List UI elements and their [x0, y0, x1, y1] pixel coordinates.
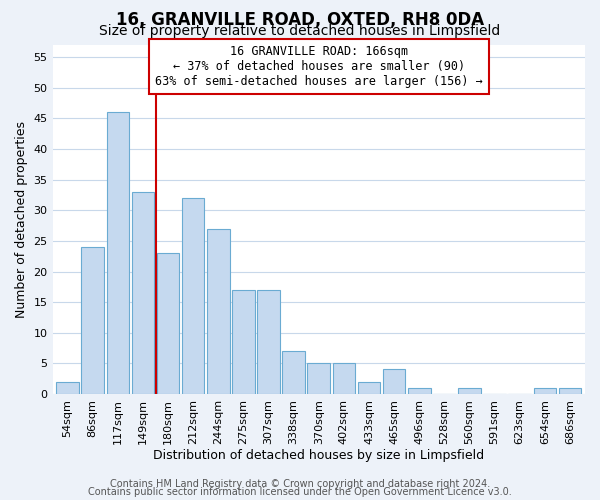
Bar: [257, 290, 280, 394]
Bar: [383, 370, 406, 394]
Text: Contains public sector information licensed under the Open Government Licence v3: Contains public sector information licen…: [88, 487, 512, 497]
Bar: [157, 253, 179, 394]
Text: Contains HM Land Registry data © Crown copyright and database right 2024.: Contains HM Land Registry data © Crown c…: [110, 479, 490, 489]
Y-axis label: Number of detached properties: Number of detached properties: [15, 121, 28, 318]
Bar: [56, 382, 79, 394]
Bar: [207, 228, 230, 394]
Bar: [332, 364, 355, 394]
Bar: [307, 364, 330, 394]
Text: 16 GRANVILLE ROAD: 166sqm
← 37% of detached houses are smaller (90)
63% of semi-: 16 GRANVILLE ROAD: 166sqm ← 37% of detac…: [155, 45, 482, 88]
Bar: [82, 247, 104, 394]
Bar: [559, 388, 581, 394]
Bar: [232, 290, 255, 394]
Bar: [131, 192, 154, 394]
Bar: [458, 388, 481, 394]
Text: Size of property relative to detached houses in Limpsfield: Size of property relative to detached ho…: [100, 24, 500, 38]
Text: 16, GRANVILLE ROAD, OXTED, RH8 0DA: 16, GRANVILLE ROAD, OXTED, RH8 0DA: [116, 11, 484, 29]
Bar: [408, 388, 431, 394]
X-axis label: Distribution of detached houses by size in Limpsfield: Distribution of detached houses by size …: [153, 450, 484, 462]
Bar: [533, 388, 556, 394]
Bar: [182, 198, 205, 394]
Bar: [107, 112, 129, 394]
Bar: [358, 382, 380, 394]
Bar: [283, 351, 305, 394]
